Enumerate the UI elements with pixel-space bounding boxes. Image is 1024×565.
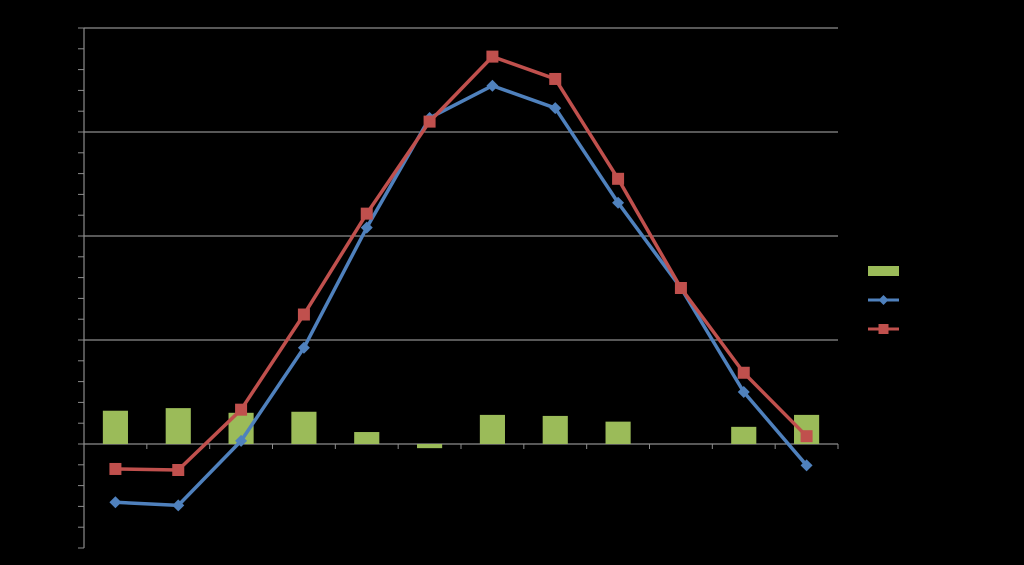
data-point bbox=[172, 499, 185, 512]
data-point bbox=[172, 464, 185, 476]
legend-key-marker bbox=[878, 324, 889, 334]
bar bbox=[542, 415, 568, 444]
data-point bbox=[109, 496, 122, 509]
data-point bbox=[674, 282, 687, 294]
legend-key bbox=[868, 266, 899, 276]
bar bbox=[102, 410, 128, 444]
data-point bbox=[109, 462, 122, 475]
data-point bbox=[612, 172, 625, 185]
bar bbox=[417, 444, 443, 449]
data-point bbox=[297, 341, 310, 354]
data-point bbox=[297, 308, 310, 321]
data-point bbox=[423, 115, 436, 128]
bar bbox=[605, 421, 631, 444]
series-line bbox=[115, 83, 808, 508]
series-line bbox=[115, 54, 808, 472]
bar bbox=[291, 411, 317, 444]
data-point bbox=[360, 221, 373, 234]
legend-key-marker bbox=[878, 295, 889, 305]
bar bbox=[731, 426, 757, 444]
data-point bbox=[800, 430, 813, 443]
data-point bbox=[235, 403, 248, 416]
data-point bbox=[612, 196, 625, 209]
data-point bbox=[235, 434, 248, 447]
data-point bbox=[549, 72, 562, 85]
data-point bbox=[737, 386, 750, 398]
bar bbox=[165, 408, 191, 444]
bar bbox=[479, 414, 505, 444]
data-point bbox=[486, 50, 499, 63]
data-point bbox=[549, 102, 562, 115]
data-point bbox=[486, 79, 499, 92]
data-point bbox=[360, 207, 373, 220]
bar bbox=[354, 432, 380, 444]
data-point bbox=[737, 366, 750, 379]
data-point bbox=[800, 459, 813, 472]
